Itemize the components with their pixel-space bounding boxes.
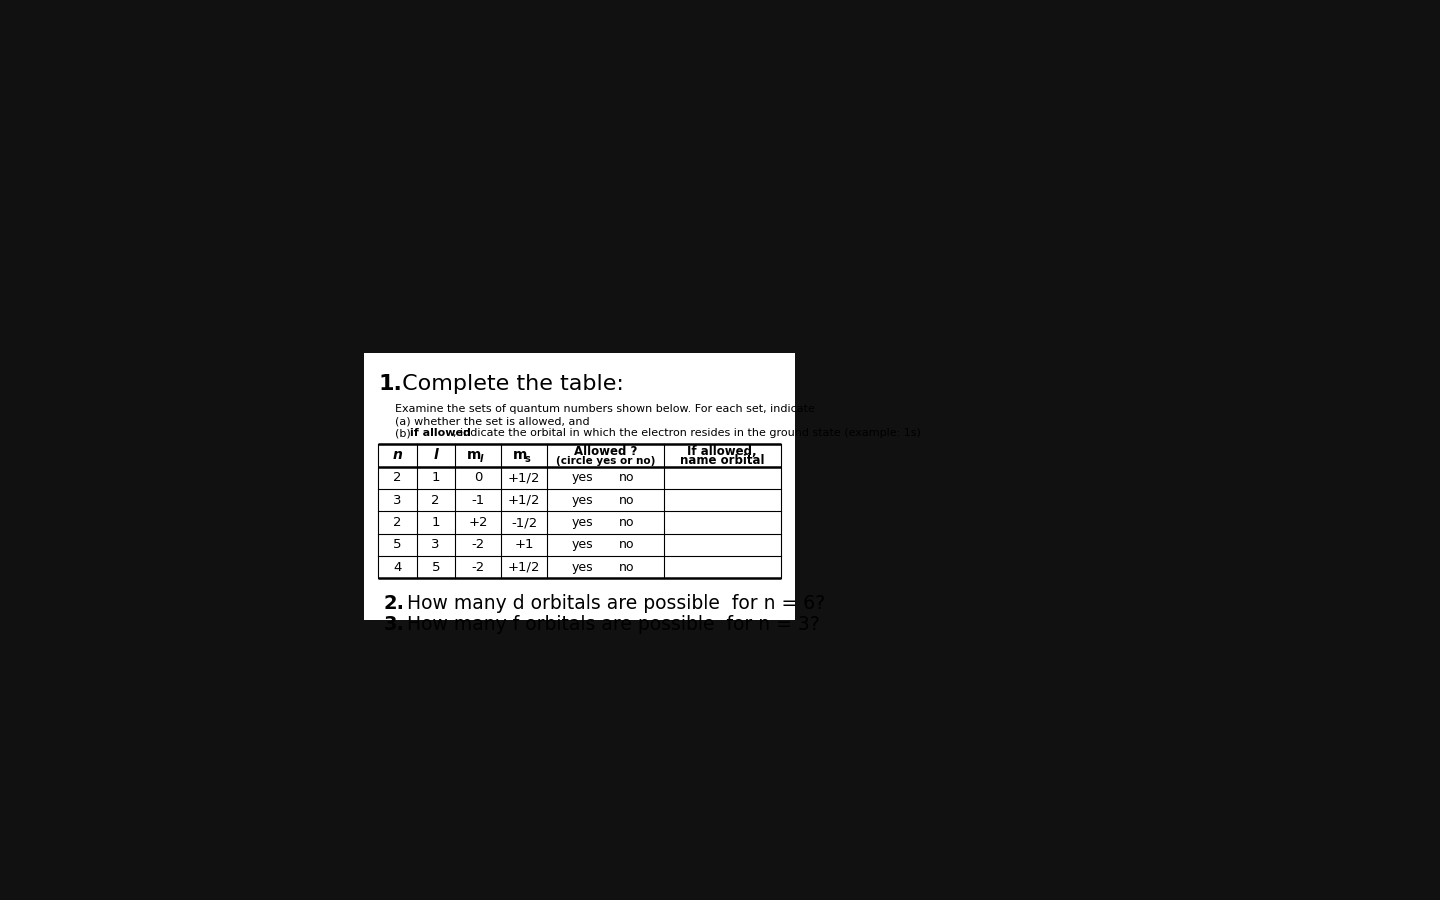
Text: 3.: 3. xyxy=(384,616,405,634)
Text: (b): (b) xyxy=(396,428,415,438)
Text: 3: 3 xyxy=(432,538,441,552)
Text: , indicate the orbital in which the electron resides in the ground state (exampl: , indicate the orbital in which the elec… xyxy=(454,428,920,438)
Text: Examine the sets of quantum numbers shown below. For each set, indicate: Examine the sets of quantum numbers show… xyxy=(396,404,815,414)
FancyBboxPatch shape xyxy=(364,353,795,620)
Text: 0: 0 xyxy=(474,472,482,484)
Text: no: no xyxy=(619,516,635,529)
Text: 5: 5 xyxy=(432,561,441,574)
Text: 1: 1 xyxy=(432,472,441,484)
Text: no: no xyxy=(619,472,635,484)
Text: (a) whether the set is allowed, and: (a) whether the set is allowed, and xyxy=(396,416,590,426)
Text: If allowed,: If allowed, xyxy=(687,445,757,458)
Text: yes: yes xyxy=(572,561,593,574)
Text: 1: 1 xyxy=(432,516,441,529)
Text: no: no xyxy=(619,561,635,574)
Text: 3: 3 xyxy=(393,494,402,507)
Text: 2.: 2. xyxy=(384,594,405,613)
Text: +1: +1 xyxy=(514,538,534,552)
Text: yes: yes xyxy=(572,472,593,484)
Text: yes: yes xyxy=(572,538,593,552)
Text: no: no xyxy=(619,494,635,507)
Text: 2: 2 xyxy=(432,494,441,507)
Text: -1/2: -1/2 xyxy=(511,516,537,529)
Text: 2: 2 xyxy=(393,516,402,529)
Text: +1/2: +1/2 xyxy=(508,561,540,574)
Text: if allowed: if allowed xyxy=(410,428,471,438)
Text: 2: 2 xyxy=(393,472,402,484)
Text: -2: -2 xyxy=(471,561,485,574)
Text: yes: yes xyxy=(572,494,593,507)
Text: m: m xyxy=(467,448,481,463)
Text: -2: -2 xyxy=(471,538,485,552)
Text: l: l xyxy=(433,448,438,463)
Text: n: n xyxy=(393,448,402,463)
Text: How many f orbitals are possible  for n = 3?: How many f orbitals are possible for n =… xyxy=(400,616,819,634)
Text: l: l xyxy=(480,454,482,464)
Text: How many d orbitals are possible  for n = 6?: How many d orbitals are possible for n =… xyxy=(400,594,825,613)
Text: 4: 4 xyxy=(393,561,402,574)
Text: name orbital: name orbital xyxy=(680,454,765,467)
Text: Allowed ?: Allowed ? xyxy=(575,445,638,458)
Text: Complete the table:: Complete the table: xyxy=(396,374,625,394)
Text: 1.: 1. xyxy=(379,374,402,394)
Text: +1/2: +1/2 xyxy=(508,472,540,484)
Text: 5: 5 xyxy=(393,538,402,552)
Text: s: s xyxy=(524,454,530,464)
Text: (circle yes or no): (circle yes or no) xyxy=(556,455,655,465)
Text: no: no xyxy=(619,538,635,552)
Text: +2: +2 xyxy=(468,516,488,529)
Text: m: m xyxy=(513,448,527,463)
Text: yes: yes xyxy=(572,516,593,529)
Text: -1: -1 xyxy=(471,494,485,507)
Text: +1/2: +1/2 xyxy=(508,494,540,507)
